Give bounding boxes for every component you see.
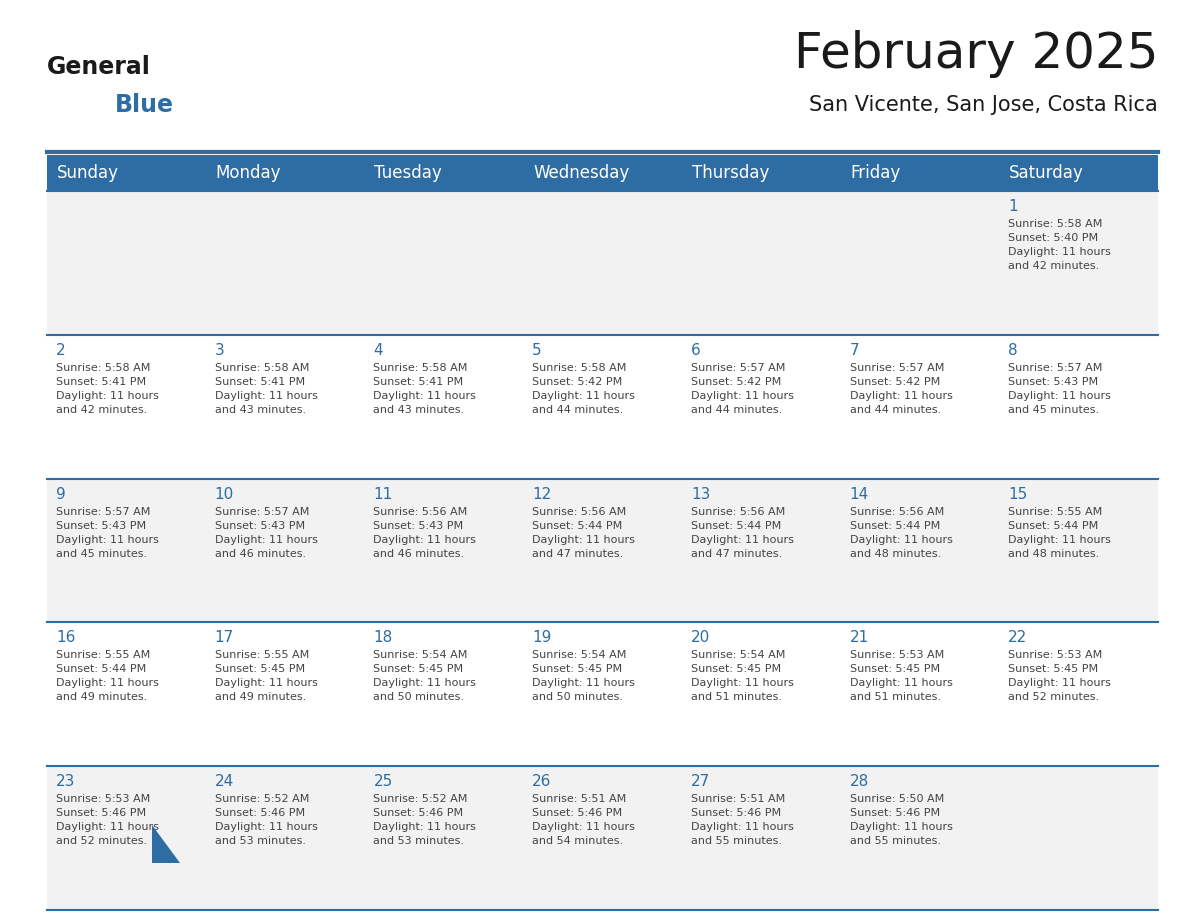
Text: Friday: Friday — [851, 164, 901, 182]
Text: Sunrise: 5:51 AM
Sunset: 5:46 PM
Daylight: 11 hours
and 54 minutes.: Sunrise: 5:51 AM Sunset: 5:46 PM Dayligh… — [532, 794, 636, 846]
Text: Sunrise: 5:52 AM
Sunset: 5:46 PM
Daylight: 11 hours
and 53 minutes.: Sunrise: 5:52 AM Sunset: 5:46 PM Dayligh… — [215, 794, 317, 846]
Bar — [48, 335, 1158, 478]
Text: 10: 10 — [215, 487, 234, 501]
Text: 4: 4 — [373, 342, 383, 358]
Text: 17: 17 — [215, 631, 234, 645]
Text: Sunrise: 5:57 AM
Sunset: 5:43 PM
Daylight: 11 hours
and 46 minutes.: Sunrise: 5:57 AM Sunset: 5:43 PM Dayligh… — [215, 507, 317, 558]
Text: 11: 11 — [373, 487, 393, 501]
Text: 3: 3 — [215, 342, 225, 358]
Text: Sunrise: 5:56 AM
Sunset: 5:44 PM
Daylight: 11 hours
and 47 minutes.: Sunrise: 5:56 AM Sunset: 5:44 PM Dayligh… — [532, 507, 636, 558]
Text: Sunrise: 5:58 AM
Sunset: 5:40 PM
Daylight: 11 hours
and 42 minutes.: Sunrise: 5:58 AM Sunset: 5:40 PM Dayligh… — [1009, 219, 1111, 271]
Bar — [48, 478, 1158, 622]
Text: 6: 6 — [691, 342, 701, 358]
Text: Saturday: Saturday — [1010, 164, 1083, 182]
Text: Sunrise: 5:55 AM
Sunset: 5:45 PM
Daylight: 11 hours
and 49 minutes.: Sunrise: 5:55 AM Sunset: 5:45 PM Dayligh… — [215, 650, 317, 702]
Text: 23: 23 — [56, 774, 75, 789]
Text: 9: 9 — [56, 487, 65, 501]
Text: Sunrise: 5:53 AM
Sunset: 5:45 PM
Daylight: 11 hours
and 51 minutes.: Sunrise: 5:53 AM Sunset: 5:45 PM Dayligh… — [849, 650, 953, 702]
Text: 1: 1 — [1009, 199, 1018, 214]
Text: 26: 26 — [532, 774, 551, 789]
Text: 5: 5 — [532, 342, 542, 358]
Text: Sunrise: 5:56 AM
Sunset: 5:44 PM
Daylight: 11 hours
and 47 minutes.: Sunrise: 5:56 AM Sunset: 5:44 PM Dayligh… — [691, 507, 794, 558]
Text: Sunrise: 5:53 AM
Sunset: 5:46 PM
Daylight: 11 hours
and 52 minutes.: Sunrise: 5:53 AM Sunset: 5:46 PM Dayligh… — [56, 794, 159, 846]
Text: 14: 14 — [849, 487, 868, 501]
Text: 2: 2 — [56, 342, 65, 358]
Text: Sunrise: 5:57 AM
Sunset: 5:42 PM
Daylight: 11 hours
and 44 minutes.: Sunrise: 5:57 AM Sunset: 5:42 PM Dayligh… — [691, 363, 794, 415]
Text: 13: 13 — [691, 487, 710, 501]
Text: February 2025: February 2025 — [794, 30, 1158, 78]
Text: Sunrise: 5:58 AM
Sunset: 5:41 PM
Daylight: 11 hours
and 42 minutes.: Sunrise: 5:58 AM Sunset: 5:41 PM Dayligh… — [56, 363, 159, 415]
Text: Wednesday: Wednesday — [533, 164, 630, 182]
Text: 20: 20 — [691, 631, 710, 645]
Text: 24: 24 — [215, 774, 234, 789]
Text: Sunrise: 5:54 AM
Sunset: 5:45 PM
Daylight: 11 hours
and 51 minutes.: Sunrise: 5:54 AM Sunset: 5:45 PM Dayligh… — [691, 650, 794, 702]
Text: Sunrise: 5:56 AM
Sunset: 5:43 PM
Daylight: 11 hours
and 46 minutes.: Sunrise: 5:56 AM Sunset: 5:43 PM Dayligh… — [373, 507, 476, 558]
Text: 25: 25 — [373, 774, 393, 789]
Text: Tuesday: Tuesday — [374, 164, 442, 182]
Text: Sunrise: 5:51 AM
Sunset: 5:46 PM
Daylight: 11 hours
and 55 minutes.: Sunrise: 5:51 AM Sunset: 5:46 PM Dayligh… — [691, 794, 794, 846]
Text: 19: 19 — [532, 631, 551, 645]
Text: 15: 15 — [1009, 487, 1028, 501]
Text: Sunrise: 5:58 AM
Sunset: 5:41 PM
Daylight: 11 hours
and 43 minutes.: Sunrise: 5:58 AM Sunset: 5:41 PM Dayligh… — [215, 363, 317, 415]
Polygon shape — [152, 825, 181, 863]
Text: 8: 8 — [1009, 342, 1018, 358]
Text: Sunrise: 5:57 AM
Sunset: 5:43 PM
Daylight: 11 hours
and 45 minutes.: Sunrise: 5:57 AM Sunset: 5:43 PM Dayligh… — [56, 507, 159, 558]
Bar — [48, 622, 1158, 767]
Text: Sunrise: 5:55 AM
Sunset: 5:44 PM
Daylight: 11 hours
and 49 minutes.: Sunrise: 5:55 AM Sunset: 5:44 PM Dayligh… — [56, 650, 159, 702]
Text: 28: 28 — [849, 774, 868, 789]
Text: 7: 7 — [849, 342, 859, 358]
Text: General: General — [48, 55, 151, 79]
Text: San Vicente, San Jose, Costa Rica: San Vicente, San Jose, Costa Rica — [809, 95, 1158, 115]
Text: 18: 18 — [373, 631, 393, 645]
Text: Sunrise: 5:58 AM
Sunset: 5:42 PM
Daylight: 11 hours
and 44 minutes.: Sunrise: 5:58 AM Sunset: 5:42 PM Dayligh… — [532, 363, 636, 415]
Text: Thursday: Thursday — [691, 164, 770, 182]
Text: Sunrise: 5:54 AM
Sunset: 5:45 PM
Daylight: 11 hours
and 50 minutes.: Sunrise: 5:54 AM Sunset: 5:45 PM Dayligh… — [373, 650, 476, 702]
Text: Sunrise: 5:50 AM
Sunset: 5:46 PM
Daylight: 11 hours
and 55 minutes.: Sunrise: 5:50 AM Sunset: 5:46 PM Dayligh… — [849, 794, 953, 846]
Text: Sunday: Sunday — [57, 164, 119, 182]
Text: 27: 27 — [691, 774, 710, 789]
Text: Monday: Monday — [216, 164, 282, 182]
Text: Sunrise: 5:56 AM
Sunset: 5:44 PM
Daylight: 11 hours
and 48 minutes.: Sunrise: 5:56 AM Sunset: 5:44 PM Dayligh… — [849, 507, 953, 558]
Bar — [48, 191, 1158, 335]
Text: Sunrise: 5:57 AM
Sunset: 5:43 PM
Daylight: 11 hours
and 45 minutes.: Sunrise: 5:57 AM Sunset: 5:43 PM Dayligh… — [1009, 363, 1111, 415]
Text: Sunrise: 5:54 AM
Sunset: 5:45 PM
Daylight: 11 hours
and 50 minutes.: Sunrise: 5:54 AM Sunset: 5:45 PM Dayligh… — [532, 650, 636, 702]
Bar — [48, 767, 1158, 910]
Text: Sunrise: 5:58 AM
Sunset: 5:41 PM
Daylight: 11 hours
and 43 minutes.: Sunrise: 5:58 AM Sunset: 5:41 PM Dayligh… — [373, 363, 476, 415]
Text: 21: 21 — [849, 631, 868, 645]
Text: Sunrise: 5:55 AM
Sunset: 5:44 PM
Daylight: 11 hours
and 48 minutes.: Sunrise: 5:55 AM Sunset: 5:44 PM Dayligh… — [1009, 507, 1111, 558]
Text: 16: 16 — [56, 631, 75, 645]
Text: 12: 12 — [532, 487, 551, 501]
Text: 22: 22 — [1009, 631, 1028, 645]
Bar — [48, 155, 1158, 191]
Text: Sunrise: 5:53 AM
Sunset: 5:45 PM
Daylight: 11 hours
and 52 minutes.: Sunrise: 5:53 AM Sunset: 5:45 PM Dayligh… — [1009, 650, 1111, 702]
Text: Sunrise: 5:52 AM
Sunset: 5:46 PM
Daylight: 11 hours
and 53 minutes.: Sunrise: 5:52 AM Sunset: 5:46 PM Dayligh… — [373, 794, 476, 846]
Text: Sunrise: 5:57 AM
Sunset: 5:42 PM
Daylight: 11 hours
and 44 minutes.: Sunrise: 5:57 AM Sunset: 5:42 PM Dayligh… — [849, 363, 953, 415]
Text: Blue: Blue — [115, 93, 173, 117]
